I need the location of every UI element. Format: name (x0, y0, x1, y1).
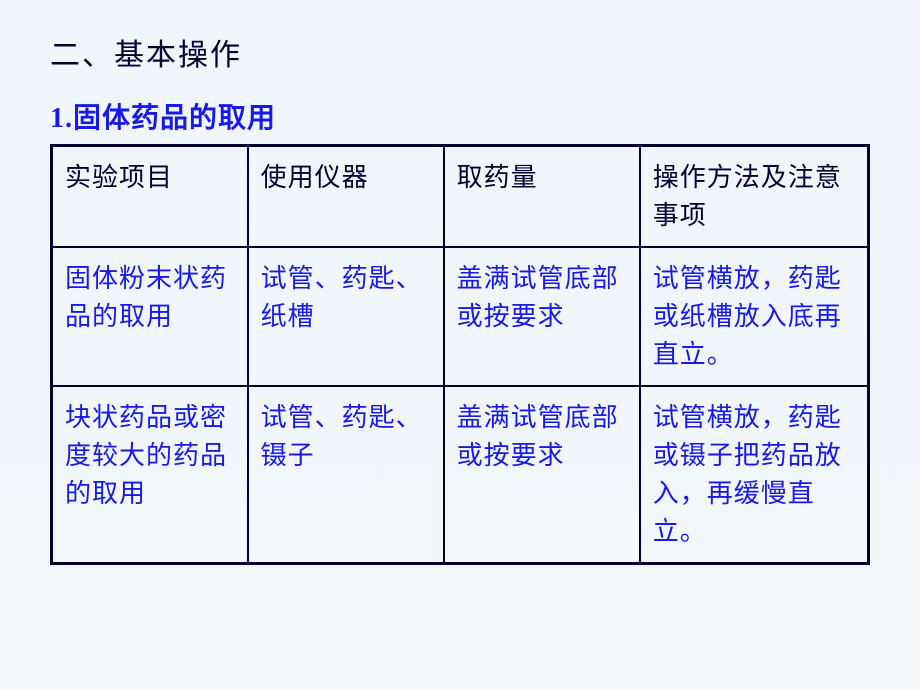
header-cell-method: 操作方法及注意事项 (640, 146, 869, 248)
sub-heading: 1.固体药品的取用 (50, 96, 870, 136)
cell-instrument: 试管、药匙、镊子 (248, 386, 444, 563)
cell-amount: 盖满试管底部或按要求 (444, 386, 640, 563)
cell-amount: 盖满试管底部或按要求 (444, 247, 640, 386)
cell-project: 固体粉末状药品的取用 (52, 247, 248, 386)
table-row: 块状药品或密度较大的药品的取用 试管、药匙、镊子 盖满试管底部或按要求 试管横放… (52, 386, 869, 563)
cell-method: 试管横放，药匙或镊子把药品放入，再缓慢直立。 (640, 386, 869, 563)
table-row: 固体粉末状药品的取用 试管、药匙、纸槽 盖满试管底部或按要求 试管横放，药匙或纸… (52, 247, 869, 386)
header-cell-amount: 取药量 (444, 146, 640, 248)
table-header-row: 实验项目 使用仪器 取药量 操作方法及注意事项 (52, 146, 869, 248)
content-table: 实验项目 使用仪器 取药量 操作方法及注意事项 固体粉末状药品的取用 试管、药匙… (50, 144, 870, 565)
header-cell-project: 实验项目 (52, 146, 248, 248)
cell-method: 试管横放，药匙或纸槽放入底再直立。 (640, 247, 869, 386)
section-heading: 二、基本操作 (50, 30, 870, 74)
cell-project: 块状药品或密度较大的药品的取用 (52, 386, 248, 563)
header-cell-instrument: 使用仪器 (248, 146, 444, 248)
cell-instrument: 试管、药匙、纸槽 (248, 247, 444, 386)
